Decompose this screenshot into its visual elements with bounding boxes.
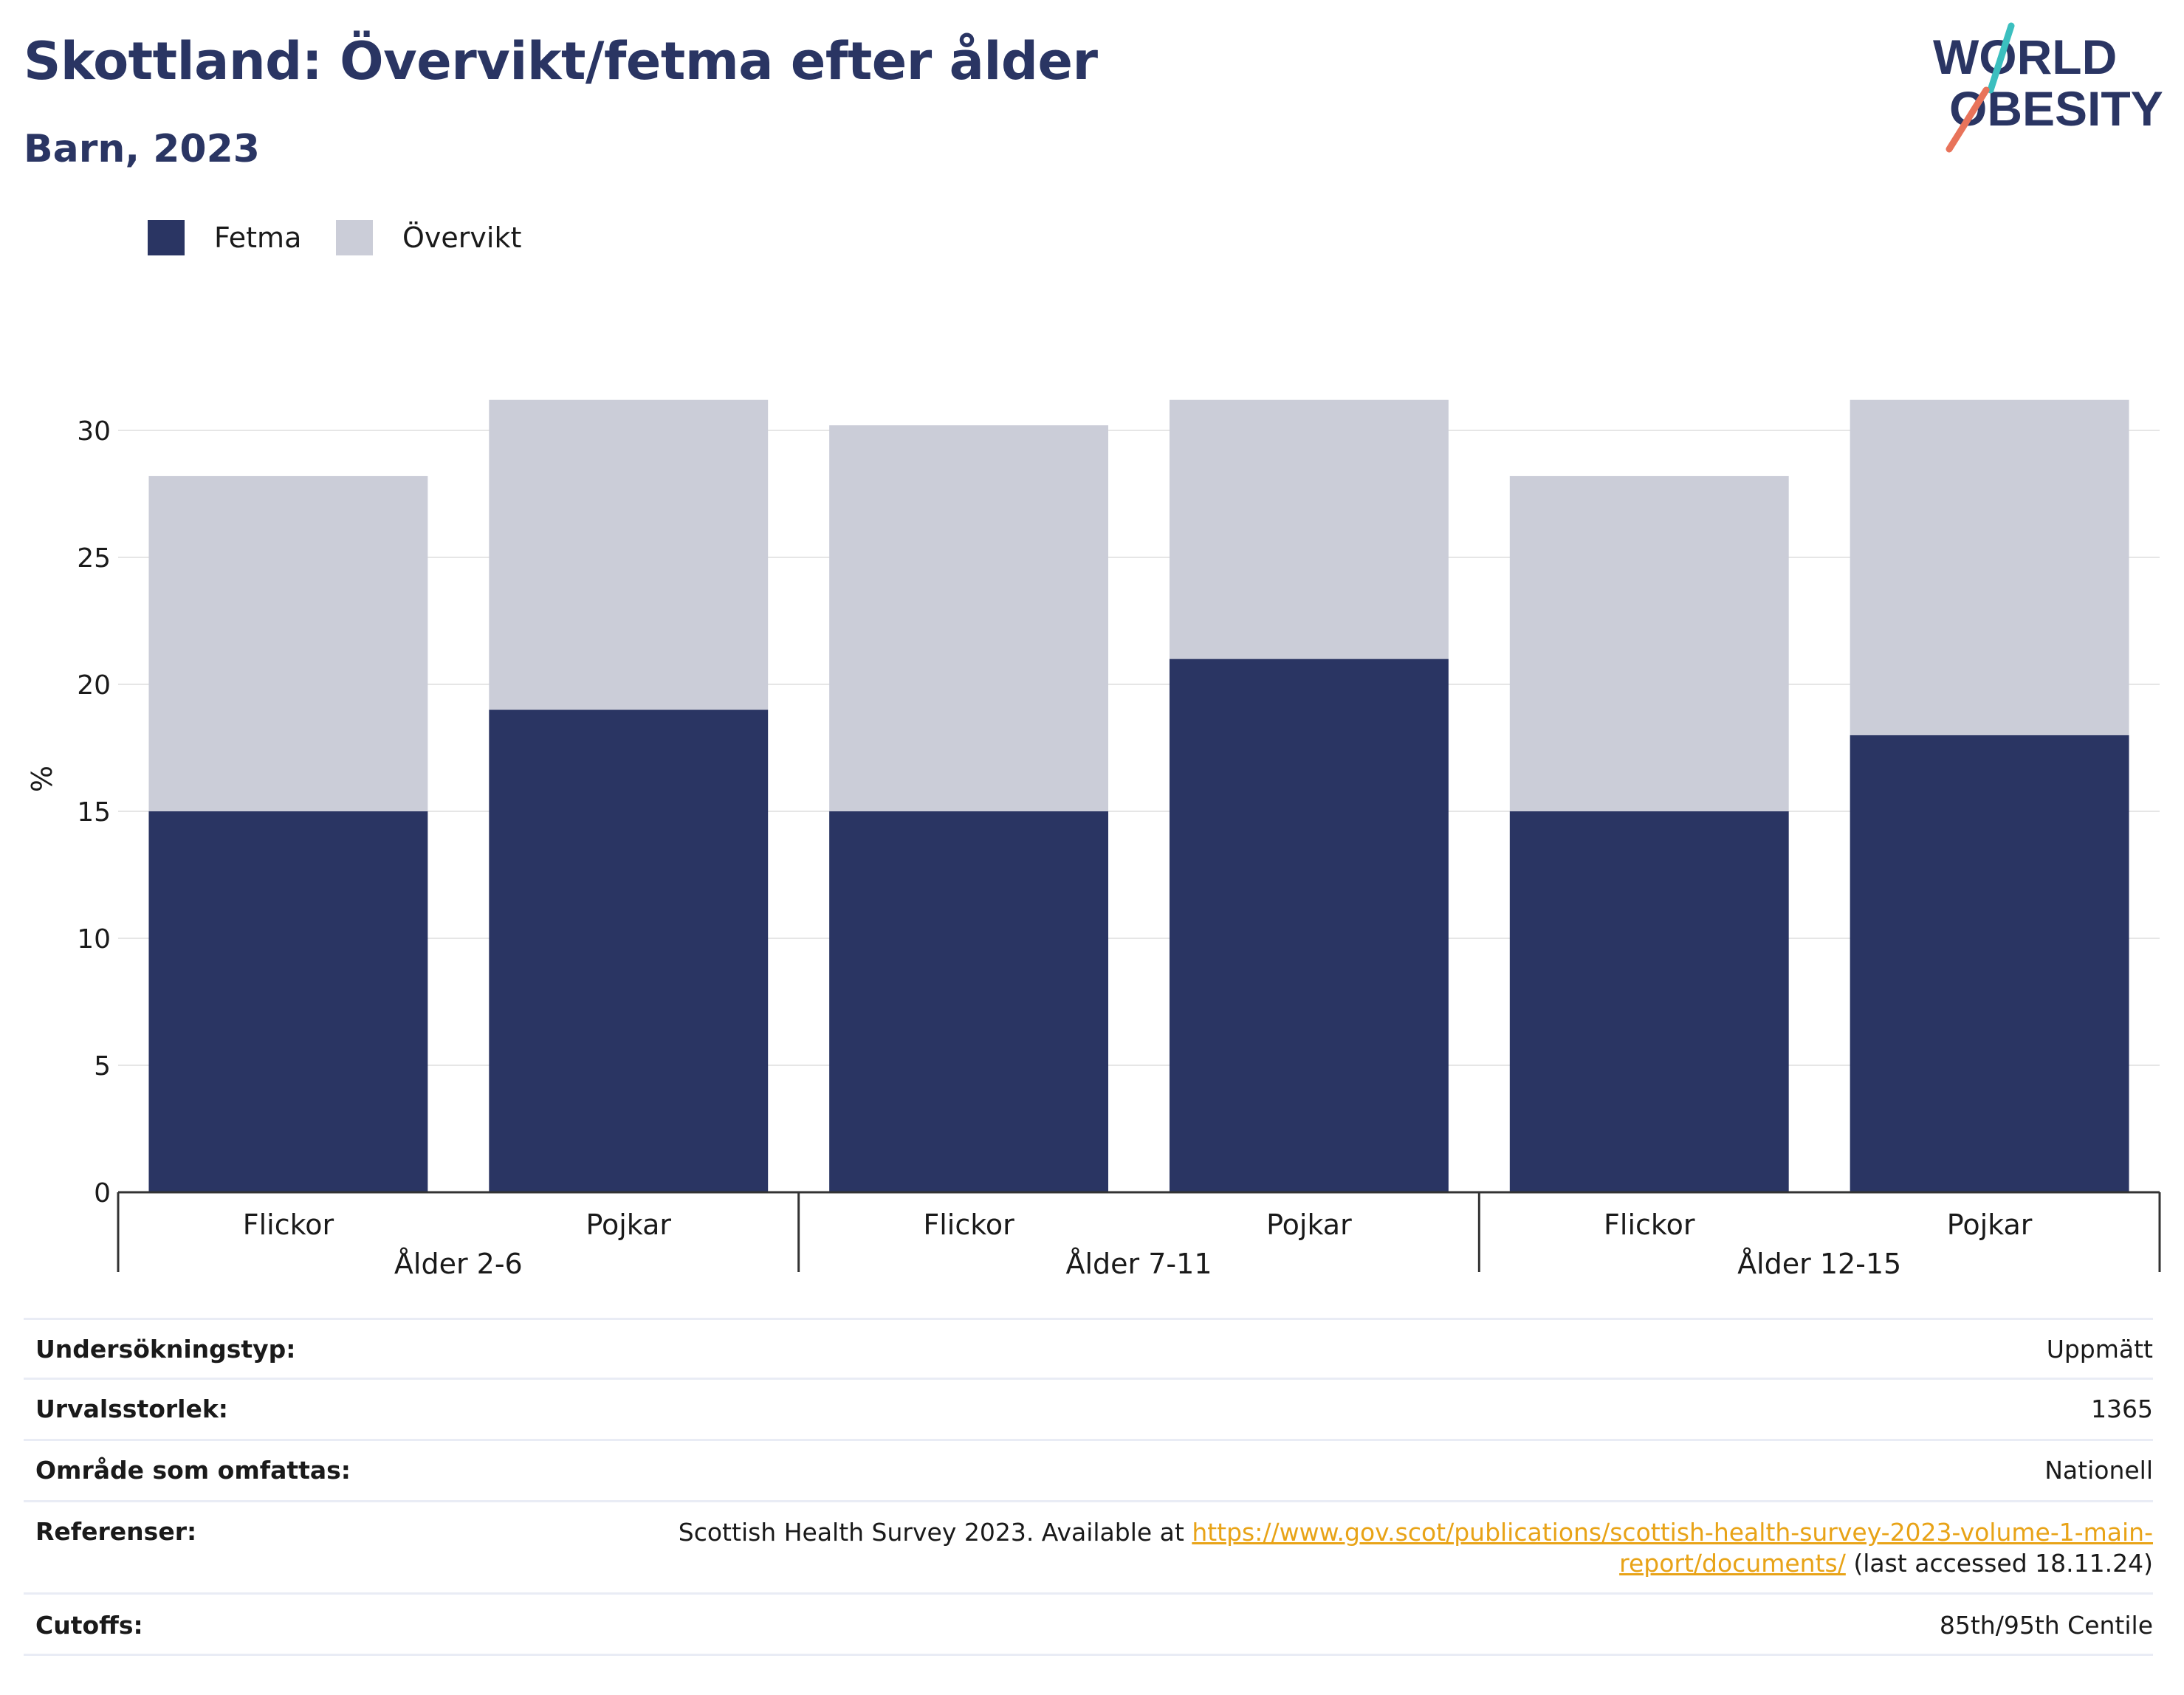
info-key: Undersökningstyp:	[35, 1335, 296, 1364]
y-tick-label: 30	[77, 416, 111, 447]
bar-fetma	[489, 709, 769, 1192]
logo-slash-teal	[1987, 22, 2015, 94]
bar-overvikt	[1850, 399, 2129, 735]
bar-overvikt	[829, 425, 1109, 811]
y-axis-label: %	[26, 766, 58, 792]
x-tick-label: Flickor	[1604, 1208, 1695, 1241]
reference-link[interactable]: https://www.gov.scot/publications/scotti…	[1192, 1518, 2153, 1547]
info-key: Cutoffs:	[35, 1611, 143, 1640]
y-tick-label: 10	[77, 924, 111, 955]
info-key: Urvalsstorlek:	[35, 1395, 229, 1423]
bar-fetma	[1509, 811, 1789, 1192]
x-group-label: Ålder 7-11	[1066, 1248, 1212, 1280]
reference-link-cont[interactable]: report/documents/	[1619, 1549, 1846, 1578]
logo-line2: OBESITY	[1949, 81, 2163, 136]
y-tick-label: 15	[77, 797, 111, 828]
reference-accessed: (last accessed 18.11.24)	[1845, 1549, 2153, 1578]
bar-overvikt	[1169, 399, 1449, 659]
x-group-label: Ålder 12-15	[1737, 1248, 1901, 1280]
y-tick-label: 20	[77, 670, 111, 701]
info-key: Referenser:	[35, 1517, 197, 1546]
logo-slash-coral	[1946, 86, 1990, 153]
x-tick-label: Pojkar	[1947, 1208, 2033, 1241]
x-group-label: Ålder 2-6	[394, 1248, 523, 1280]
x-tick-label: Pojkar	[586, 1208, 671, 1241]
y-tick-label: 0	[94, 1178, 111, 1208]
bar-overvikt	[489, 399, 769, 710]
bar-fetma	[1850, 735, 2129, 1192]
info-row-cutoffs: Cutoffs: 85th/95th Centile	[24, 1592, 2153, 1656]
info-value: Nationell	[2044, 1456, 2153, 1485]
x-tick-label: Flickor	[923, 1208, 1014, 1241]
info-value: 1365	[2091, 1395, 2153, 1423]
bar-fetma	[1169, 659, 1449, 1192]
info-row-area-covered: Område som omfattas: Nationell	[24, 1439, 2153, 1500]
logo-line1: WORLD	[1933, 30, 2117, 84]
page-title: Skottland: Övervikt/fetma efter ålder	[24, 31, 1098, 92]
x-tick-label: Pojkar	[1266, 1208, 1352, 1241]
info-table: Undersökningstyp: Uppmätt Urvalsstorlek:…	[24, 1318, 2153, 1656]
info-value: Uppmätt	[2046, 1335, 2153, 1364]
legend-swatch-overvikt	[336, 220, 373, 255]
bar-overvikt	[148, 475, 428, 811]
legend-label-overvikt: Övervikt	[402, 221, 522, 254]
bar-overvikt	[1509, 475, 1789, 811]
bar-fetma	[148, 811, 428, 1192]
info-value: 85th/95th Centile	[1939, 1611, 2153, 1640]
y-tick-label: 5	[94, 1051, 111, 1082]
info-row-references: Referenser: Scottish Health Survey 2023.…	[24, 1500, 2153, 1592]
world-obesity-logo: WORLD OBESITY	[1933, 22, 2163, 153]
info-key: Område som omfattas:	[35, 1456, 351, 1485]
page-subtitle: Barn, 2023	[24, 127, 260, 171]
bar-fetma	[829, 811, 1109, 1192]
info-row-sample-size: Urvalsstorlek: 1365	[24, 1378, 2153, 1439]
legend-label-fetma: Fetma	[214, 221, 302, 254]
info-row-survey-type: Undersökningstyp: Uppmätt	[24, 1318, 2153, 1378]
legend-swatch-fetma	[148, 220, 185, 255]
reference-text: Scottish Health Survey 2023. Available a…	[678, 1518, 1192, 1547]
info-value: Scottish Health Survey 2023. Available a…	[24, 1502, 2153, 1579]
x-tick-label: Flickor	[243, 1208, 334, 1241]
y-tick-label: 25	[77, 543, 111, 574]
stacked-bar-chart: 0 5 10 15 20 25 30% Flickor Pojkar Flickor Pojkar F…	[26, 399, 2161, 1280]
